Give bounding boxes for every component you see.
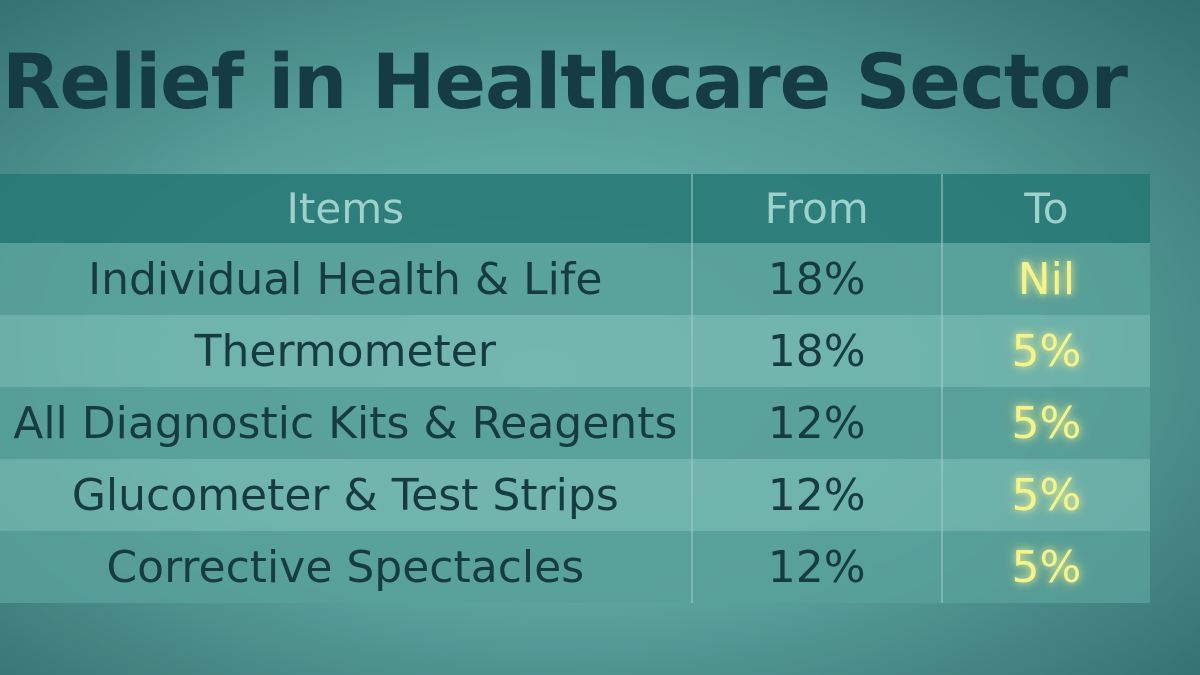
- table-header-row: Items From To: [0, 174, 1150, 243]
- header-to: To: [940, 174, 1150, 243]
- to-rate-cell: 5%: [940, 387, 1150, 459]
- to-rate-cell: Nil: [940, 243, 1150, 315]
- item-cell: Thermometer: [194, 325, 496, 377]
- header-items: Items: [286, 184, 405, 233]
- item-cell: All Diagnostic Kits & Reagents: [13, 397, 678, 449]
- item-cell: Corrective Spectacles: [106, 541, 585, 593]
- table-row: Corrective Spectacles 12% 5%: [0, 531, 1150, 603]
- from-rate-cell: 12%: [690, 387, 941, 459]
- page-title: Relief in Healthcare Sector: [2, 37, 1128, 126]
- to-rate-cell: 5%: [940, 315, 1150, 387]
- to-rate-cell: 5%: [940, 531, 1150, 603]
- table-row: Glucometer & Test Strips 12% 5%: [0, 459, 1150, 531]
- table-row: Thermometer 18% 5%: [0, 315, 1150, 387]
- to-rate-cell: 5%: [940, 459, 1150, 531]
- item-cell: Individual Health & Life: [88, 253, 603, 305]
- from-rate-cell: 12%: [690, 531, 941, 603]
- header-from: From: [690, 174, 941, 243]
- table-row: Individual Health & Life 18% Nil: [0, 243, 1150, 315]
- from-rate-cell: 18%: [690, 243, 941, 315]
- item-cell: Glucometer & Test Strips: [71, 469, 619, 521]
- from-rate-cell: 12%: [690, 459, 941, 531]
- table-row: All Diagnostic Kits & Reagents 12% 5%: [0, 387, 1150, 459]
- from-rate-cell: 18%: [690, 315, 941, 387]
- rates-table: Items From To Individual Health & Life 1…: [0, 174, 1150, 603]
